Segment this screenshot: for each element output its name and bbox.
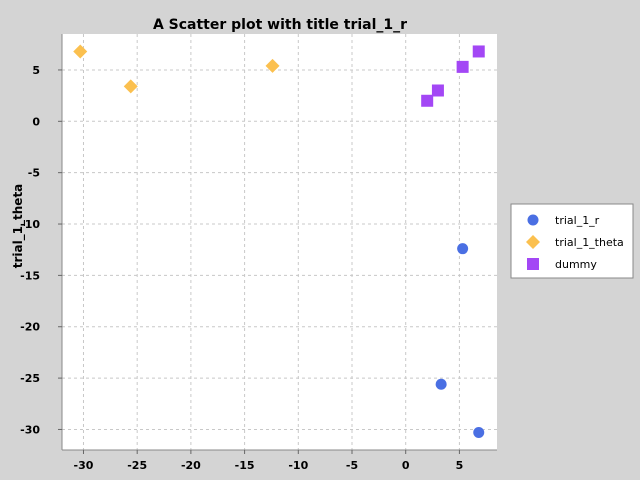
x-tick-label: -20 bbox=[181, 459, 201, 472]
square-data-point bbox=[431, 84, 444, 97]
axes bbox=[61, 34, 497, 451]
square-data-point bbox=[472, 45, 485, 58]
data-points bbox=[73, 44, 485, 439]
y-axis-label: trial_1_theta bbox=[11, 184, 26, 269]
legend-label: dummy bbox=[555, 258, 597, 271]
legend-diamond-icon bbox=[526, 235, 540, 249]
y-tick-label: -25 bbox=[20, 372, 40, 385]
circle-data-point bbox=[473, 427, 485, 439]
diamond-data-point bbox=[73, 44, 88, 59]
x-tick-label: 5 bbox=[456, 459, 464, 472]
y-tick-label: -20 bbox=[20, 321, 40, 334]
legend-circle-icon bbox=[527, 214, 539, 226]
x-tick-label: -5 bbox=[346, 459, 358, 472]
circle-data-point bbox=[435, 378, 447, 390]
legend-label: trial_1_theta bbox=[555, 236, 624, 249]
square-data-point bbox=[421, 94, 434, 107]
circle-data-point bbox=[457, 243, 469, 255]
legend-label: trial_1_r bbox=[555, 214, 600, 227]
x-axis-ticks: -30 -25 -20 -15 -10 -5 0 5 bbox=[74, 450, 464, 472]
y-tick-label: -5 bbox=[28, 167, 40, 180]
legend-square-icon bbox=[527, 258, 539, 270]
diamond-data-point bbox=[265, 58, 280, 73]
grid-lines bbox=[62, 34, 497, 450]
y-tick-label: -30 bbox=[20, 423, 40, 436]
chart-title: A Scatter plot with title trial_1_r bbox=[153, 17, 407, 33]
x-tick-label: 0 bbox=[402, 459, 410, 472]
x-tick-label: -25 bbox=[127, 459, 147, 472]
y-tick-label: 0 bbox=[32, 115, 40, 128]
square-data-point bbox=[456, 60, 469, 73]
x-tick-label: -30 bbox=[74, 459, 94, 472]
x-tick-label: -10 bbox=[288, 459, 308, 472]
y-axis-ticks: 5 0 -5 -10 -15 -20 -25 -30 bbox=[20, 64, 62, 436]
x-tick-label: -15 bbox=[235, 459, 255, 472]
y-tick-label: -15 bbox=[20, 269, 40, 282]
y-tick-label: 5 bbox=[32, 64, 40, 77]
diamond-data-point bbox=[123, 79, 138, 94]
y-tick-label: -10 bbox=[20, 218, 40, 231]
